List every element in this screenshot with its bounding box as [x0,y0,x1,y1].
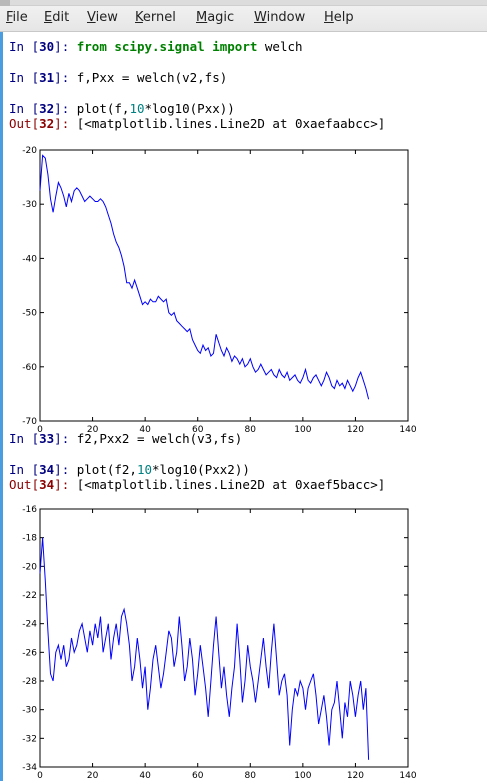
y-tick-label: -50 [22,309,37,319]
code-text: *log10(Pxx2)) [152,462,250,477]
y-tick-label: -16 [22,505,37,515]
y-tick-label: -40 [22,254,37,264]
input-line-32[interactable]: In [32]: plot(f,10*log10(Pxx)) [9,100,235,118]
y-tick-label: -24 [22,620,37,630]
menu-window-rest: indow [266,10,306,25]
input-line-34[interactable]: In [34]: plot(f2,10*log10(Pxx2)) [9,461,250,479]
series-line [39,154,370,400]
x-tick-label: 60 [192,771,204,781]
y-tick-label: -30 [22,200,37,210]
output-prompt: Out[34]: [9,477,77,492]
plot-1-svg: -70 -60 -50 -40 -30 -20 0 20 40 60 80 100 120 140 [22,146,417,435]
input-line-33[interactable]: In [33]: f2,Pxx2 = welch(v3,fs) [9,430,242,448]
y-tick-label: -26 [22,648,37,658]
input-line-31[interactable]: In [31]: f,Pxx = welch(v2,fs) [9,69,227,87]
x-tick-label: 100 [294,425,311,435]
menu-edit-mnemonic: E [44,10,53,25]
menu-window-mnemonic: W [254,10,267,25]
code-text: plot(f, [76,101,130,116]
menu-help[interactable]: Help [324,8,354,28]
menu-view-rest: iew [95,10,118,25]
menu-magic[interactable]: Magic [196,8,234,28]
x-tick-label: 120 [347,425,364,435]
output-text: [<matplotlib.lines.Line2D at 0xaefaabcc>… [76,116,386,131]
x-tick-label: 140 [399,425,416,435]
menu-view-mnemonic: V [87,10,96,25]
output-prompt: Out[32]: [9,116,77,131]
input-prompt: In [33]: [9,431,77,446]
plot-frame [39,149,409,422]
plot-frame [39,508,409,768]
y-tick-label: -30 [22,706,37,716]
code-keyword: from [76,39,107,54]
code-module: scipy.signal [106,39,213,54]
input-prompt: In [32]: [9,101,77,116]
code-number: 10 [136,462,153,477]
x-tick-label: 40 [139,425,151,435]
code-text: plot(f2, [76,462,137,477]
code-keyword: import [212,39,258,54]
menu-edit[interactable]: Edit [44,8,69,28]
input-prompt: In [31]: [9,70,77,85]
menu-magic-rest: agic [207,10,235,25]
y-tick-label: -34 [22,763,37,773]
output-line-34: Out[34]: [<matplotlib.lines.Line2D at 0x… [9,476,385,494]
menu-view[interactable]: View [87,8,118,28]
code-text: f2,Pxx2 = welch(v3,fs) [76,431,243,446]
plot-1: -70 -60 -50 -40 -30 -20 0 20 40 60 80 100 120 140 [3,146,487,436]
menu-help-rest: elp [333,10,354,25]
code-text: *log10(Pxx)) [144,101,235,116]
menu-kernel[interactable]: Kernel [135,8,176,28]
menu-edit-rest: dit [52,10,70,25]
menu-file-mnemonic: F [6,10,13,25]
x-tick-label: 140 [399,771,416,781]
x-tick-label: 20 [87,771,99,781]
x-tick-label: 100 [294,771,311,781]
output-text: [<matplotlib.lines.Line2D at 0xaef5bacc>… [76,477,386,492]
menu-kernel-mnemonic: K [135,10,143,25]
menu-window[interactable]: Window [254,8,305,28]
x-tick-label: 120 [347,771,364,781]
x-tick-label: 80 [245,771,257,781]
output-line-32: Out[32]: [<matplotlib.lines.Line2D at 0x… [9,115,385,133]
y-tick-label: -28 [22,677,37,687]
x-tick-label: 60 [192,425,204,435]
x-tick-label: 0 [37,771,43,781]
console-area[interactable]: In [30]: from scipy.signal import welch … [0,32,487,781]
window-top-strip [0,0,487,6]
x-tick-label: 20 [87,425,99,435]
y-tick-label: -60 [22,363,37,373]
menu-file[interactable]: File [6,8,28,28]
code-text: welch [257,39,303,54]
plot-2-svg: -34 -32 -30 -28 -26 -24 -22 -20 -18 -16 0 20 40 60 80 1… [22,505,417,781]
y-tick-label: -32 [22,734,37,744]
input-line-30[interactable]: In [30]: from scipy.signal import welch [9,38,303,56]
x-tick-label: 40 [139,771,151,781]
code-number: 10 [129,101,145,116]
code-text: f,Pxx = welch(v2,fs) [76,70,228,85]
y-tick-label: -18 [22,534,37,544]
menu-bar: File Edit View Kernel Magic Window Help [0,0,487,32]
menu-kernel-rest: ernel [142,10,176,25]
menu-help-mnemonic: H [324,10,334,25]
y-tick-label: -70 [22,417,37,427]
input-prompt: In [34]: [9,462,77,477]
series-line [39,537,370,760]
y-tick-label: -22 [22,591,37,601]
plot-2: -34 -32 -30 -28 -26 -24 -22 -20 -18 -16 0 20 40 60 80 1… [3,505,487,781]
y-tick-label: -20 [22,562,37,572]
input-prompt: In [30]: [9,39,77,54]
x-tick-label: 80 [245,425,257,435]
menu-magic-mnemonic: M [196,10,208,25]
y-tick-label: -20 [22,146,37,156]
x-tick-label: 0 [37,425,43,435]
window-corner-icon [0,0,10,6]
menu-file-rest: ile [12,10,28,25]
